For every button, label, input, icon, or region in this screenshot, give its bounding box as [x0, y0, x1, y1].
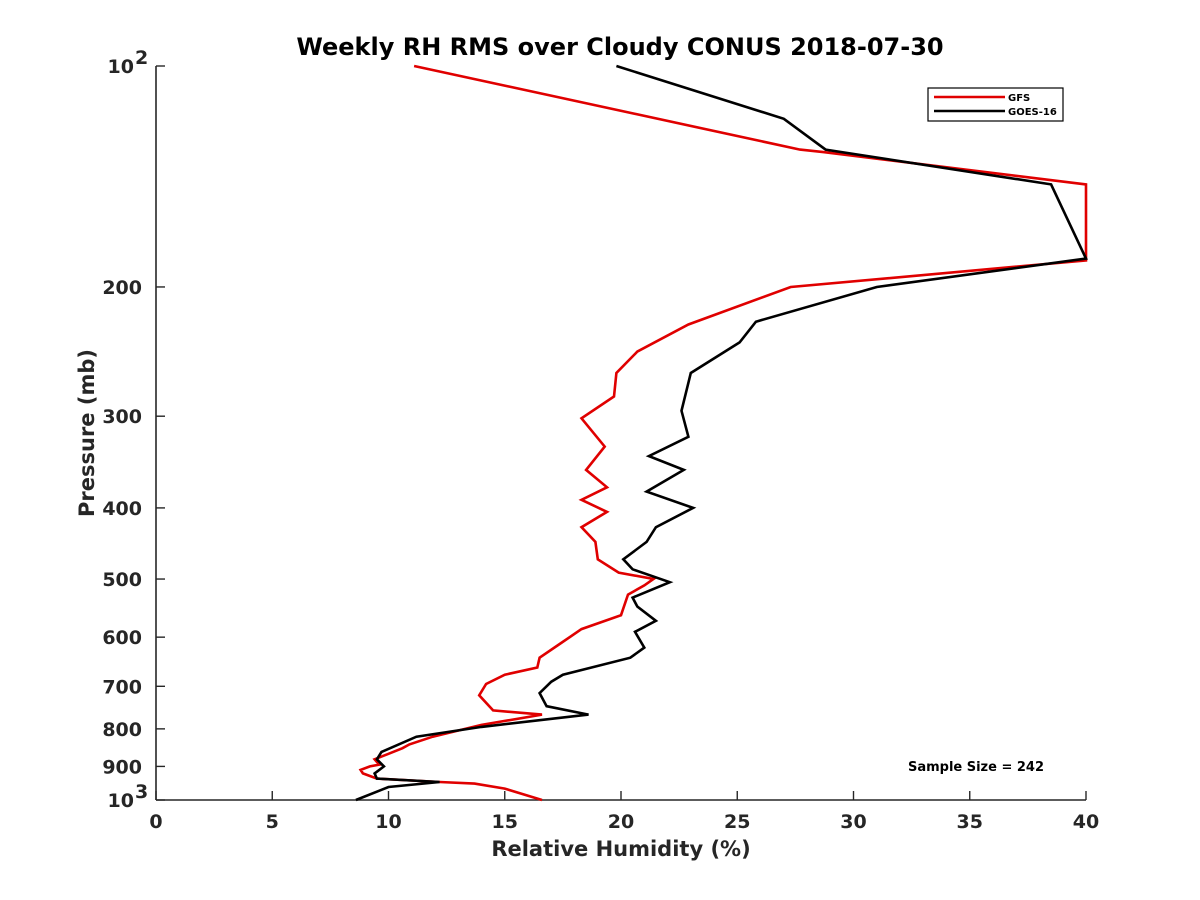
x-tick-label: 25	[724, 811, 750, 833]
y-tick-label: 600	[102, 627, 142, 649]
x-tick-label: 0	[149, 811, 162, 833]
legend-label-goes16: GOES-16	[1008, 107, 1057, 118]
y-tick-label: 10	[108, 56, 134, 78]
y-tick-exponent: 3	[135, 781, 148, 803]
x-ticks: 0 5 10 15 20 25 30 35 40	[149, 791, 1099, 833]
chart-title: Weekly RH RMS over Cloudy CONUS 2018-07-…	[296, 33, 943, 61]
y-tick-label: 10	[108, 790, 134, 812]
x-axis-title: Relative Humidity (%)	[491, 837, 750, 861]
legend-box	[927, 87, 1064, 122]
y-tick-label: 700	[102, 676, 142, 698]
x-tick-label: 5	[266, 811, 279, 833]
sample-size-annotation: Sample Size = 242	[908, 760, 1044, 775]
series-layer	[355, 64, 1088, 802]
y-tick-label: 800	[102, 719, 142, 741]
y-tick-label: 200	[102, 277, 142, 299]
y-tick-label: 500	[102, 569, 142, 591]
legend-label-gfs: GFS	[1008, 93, 1030, 104]
series-line-gfs	[358, 64, 1088, 802]
y-tick-label: 400	[102, 498, 142, 520]
y-tick-exponent: 2	[135, 47, 148, 69]
plot-area: 0 5 10 15 20 25 30 35 40 10 220030040050060070080…	[102, 47, 1099, 833]
x-tick-label: 15	[492, 811, 518, 833]
x-tick-label: 35	[957, 811, 983, 833]
x-tick-label: 30	[840, 811, 866, 833]
x-tick-label: 20	[608, 811, 634, 833]
x-tick-label: 40	[1073, 811, 1099, 833]
y-tick-label: 900	[102, 756, 142, 778]
y-axis-title: Pressure (mb)	[75, 349, 99, 517]
y-tick-label: 300	[102, 406, 142, 428]
x-tick-label: 10	[375, 811, 401, 833]
legend: GFS GOES-16	[927, 87, 1064, 122]
series-line-goes16	[355, 64, 1088, 802]
